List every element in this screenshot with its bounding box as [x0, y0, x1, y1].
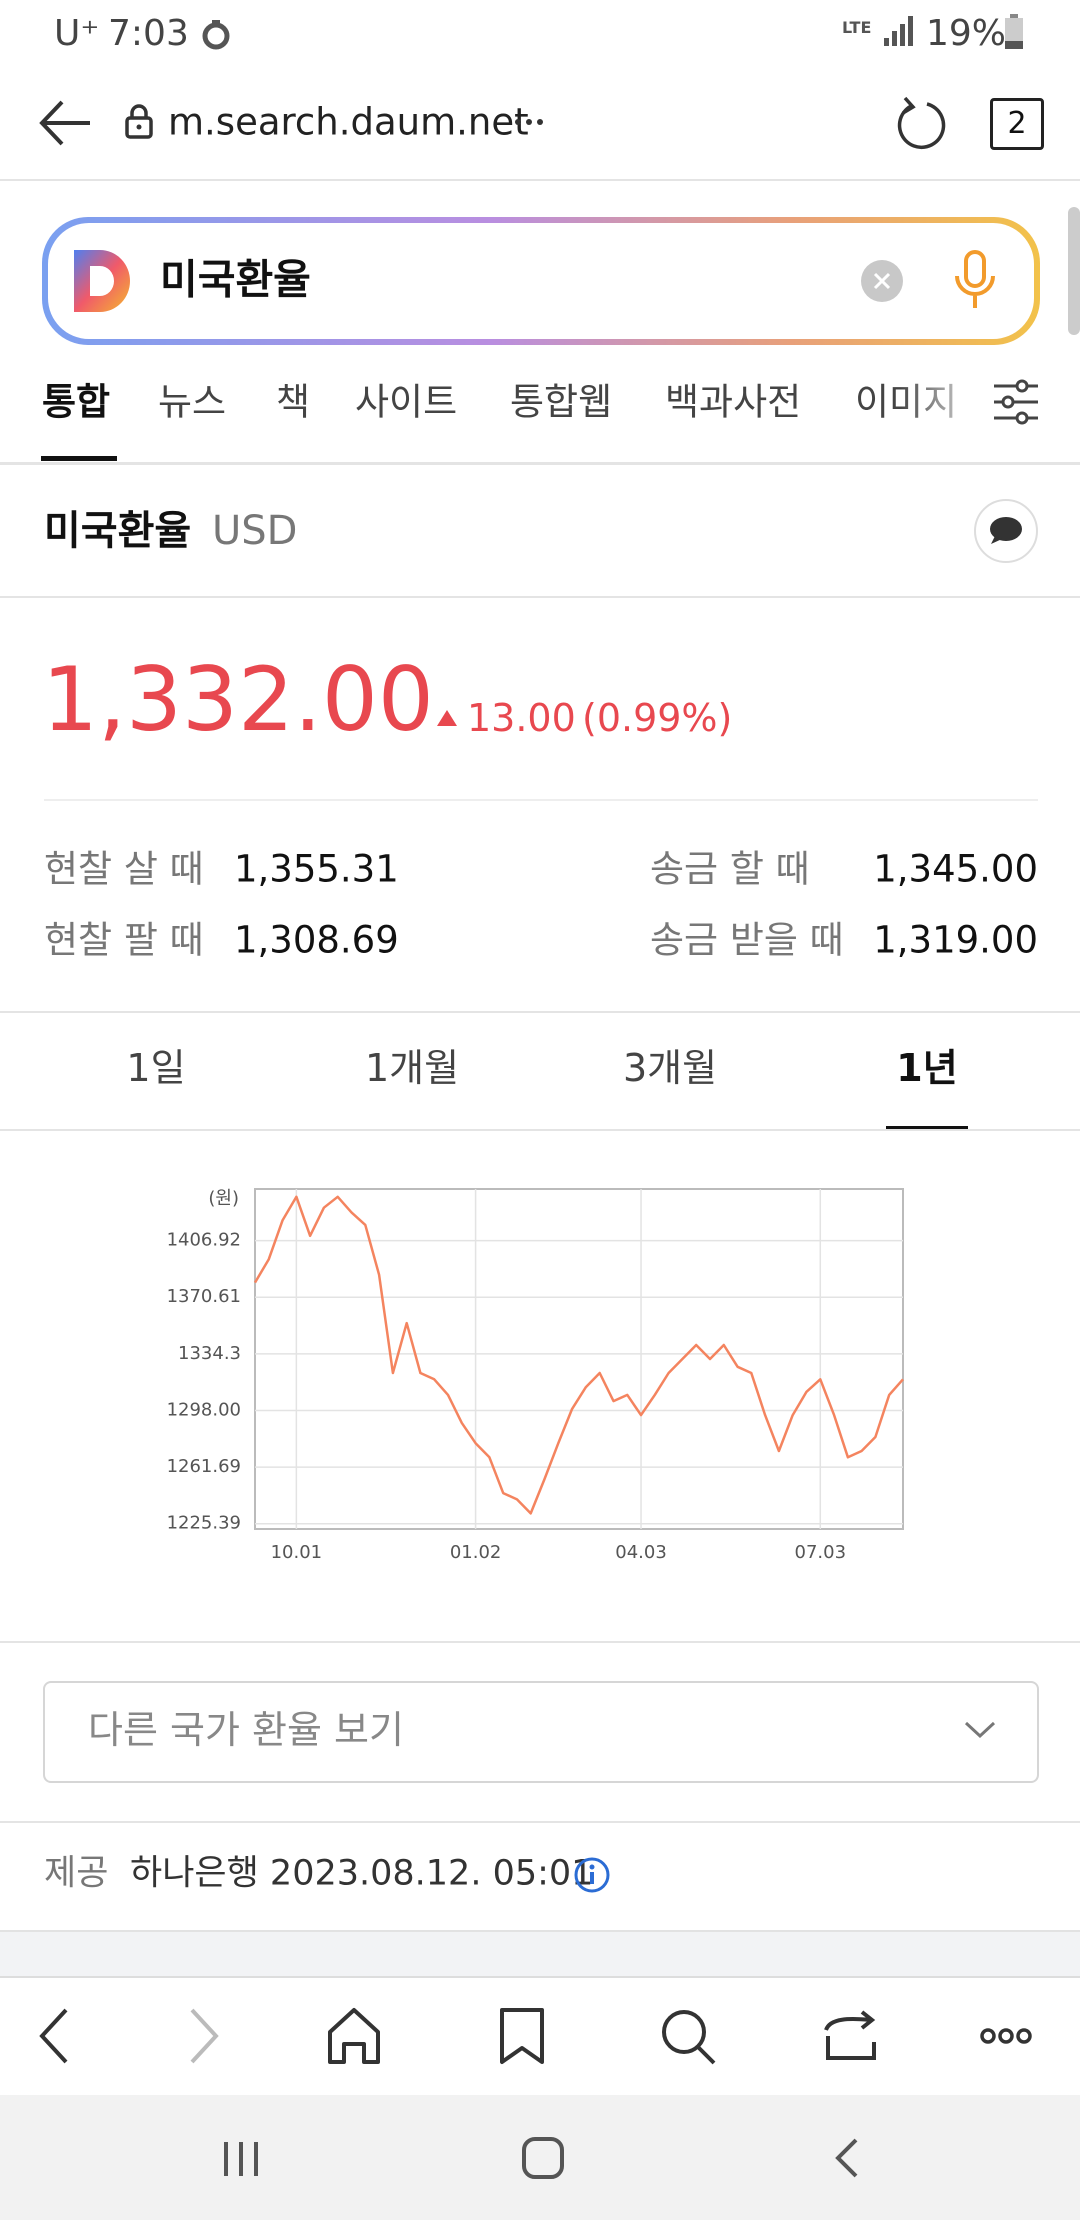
plot-area — [254, 1188, 904, 1530]
tab[interactable]: 뉴스 — [158, 380, 227, 424]
period-tab[interactable]: 1일 — [126, 1046, 186, 1090]
divider — [0, 1129, 1080, 1131]
system-nav — [0, 2095, 1080, 2220]
bookmark[interactable] — [500, 2008, 544, 2064]
rate-line — [253, 1195, 904, 1515]
chart: 1225.39 1261.69 1298.00 1334.3 1370.61 1406.9… — [167, 1188, 904, 1563]
back[interactable] — [39, 2008, 68, 2064]
divider — [0, 1821, 1080, 1823]
currency-code: USD — [212, 508, 298, 554]
tab[interactable]: 책 — [276, 380, 311, 424]
rate-value: 1,308.69 — [234, 918, 399, 962]
change: 13.00 — [467, 696, 576, 740]
url[interactable]: m.search.daum.net — [168, 100, 529, 144]
y-tick-label: 1298.00 — [167, 1399, 241, 1420]
tab-count: 2 — [1007, 106, 1027, 141]
home[interactable] — [328, 2008, 380, 2064]
search[interactable] — [662, 2010, 706, 2054]
rate: 1,332.00 — [42, 648, 434, 751]
lock-icon — [125, 104, 153, 139]
country-dropdown[interactable] — [43, 1681, 1039, 1783]
currency-name: 미국환율 — [44, 508, 192, 554]
browser-nav-icons — [39, 2008, 1032, 2065]
info-icon[interactable] — [574, 1857, 610, 1893]
network: LTE — [842, 18, 872, 37]
clear-button[interactable] — [860, 259, 904, 303]
battery-icon — [1005, 14, 1023, 49]
daum-logo — [74, 250, 130, 312]
dropdown-label: 다른 국가 환율 보기 — [88, 1708, 404, 1752]
provider-label: 제공 — [44, 1853, 109, 1894]
period-tab[interactable]: 3개월 — [622, 1046, 718, 1090]
divider — [0, 596, 1080, 598]
x-tick-label: 01.02 — [450, 1542, 502, 1563]
forward[interactable] — [190, 2008, 219, 2064]
y-tick-label: 1370.61 — [167, 1286, 241, 1307]
tab-strip: 통합 뉴스 책 사이트 통합웹 백과사전 이미지 — [0, 370, 990, 434]
period-tab[interactable]: 1년 — [896, 1046, 958, 1090]
back[interactable] — [835, 2138, 858, 2178]
back-button[interactable] — [38, 98, 94, 148]
rate-label: 현찰 팔 때 — [44, 918, 204, 962]
rate-label: 현찰 살 때 — [44, 847, 204, 891]
y-axis-label: (원) — [208, 1188, 239, 1209]
tab[interactable]: 사이트 — [355, 380, 458, 424]
x-tick-label: 04.03 — [615, 1542, 667, 1563]
share[interactable] — [824, 2010, 876, 2060]
recents[interactable] — [224, 2142, 258, 2176]
search-query[interactable]: 미국환율 — [160, 255, 311, 304]
rate-label: 송금 할 때 — [650, 847, 810, 891]
comment-button[interactable] — [973, 498, 1039, 564]
divider — [0, 1641, 1080, 1643]
y-tick-label: 1225.39 — [167, 1513, 241, 1534]
menu[interactable] — [980, 2028, 996, 2044]
system-nav-icons — [224, 2137, 858, 2179]
rate-value: 1,355.31 — [234, 847, 399, 891]
y-tick-label: 1406.92 — [167, 1230, 241, 1251]
change-percent: (0.99%) — [582, 696, 733, 740]
divider — [0, 462, 1080, 465]
mic-button[interactable] — [952, 250, 998, 312]
provider-text: 하나은행 2023.08.12. 05:01 — [130, 1853, 594, 1894]
tab[interactable]: 통합웹 — [510, 380, 613, 424]
period-tab[interactable]: 1개월 — [364, 1046, 460, 1090]
home[interactable] — [522, 2137, 564, 2179]
tab[interactable]: 백과사전 — [665, 380, 802, 424]
divider — [0, 1011, 1080, 1013]
period-indicator — [886, 1126, 968, 1129]
filter-button[interactable] — [994, 378, 1038, 426]
signal-icon — [884, 16, 913, 46]
battery-level: 19% — [926, 13, 1007, 54]
reload-button[interactable] — [895, 96, 949, 152]
x-tick-label: 07.03 — [795, 1542, 847, 1563]
more-icon[interactable] — [514, 116, 544, 128]
gray-band — [0, 1930, 1080, 1978]
up-arrow — [437, 710, 457, 726]
tab-indicator — [41, 456, 117, 461]
status-icon — [202, 20, 230, 50]
y-tick-label: 1261.69 — [167, 1456, 241, 1477]
divider — [44, 799, 1038, 801]
rate-label: 송금 받을 때 — [650, 918, 844, 962]
chevron — [964, 1721, 996, 1739]
time: 7:03 — [108, 13, 189, 54]
y-tick-label: 1334.3 — [178, 1343, 241, 1364]
carrier: U⁺ — [54, 13, 100, 54]
scrollbar — [1068, 207, 1080, 335]
tab-counter[interactable] — [990, 98, 1044, 150]
divider — [0, 179, 1080, 181]
rate-value: 1,345.00 — [873, 847, 1038, 891]
rate-value: 1,319.00 — [873, 918, 1038, 962]
tab[interactable]: 통합 — [42, 380, 111, 424]
fade — [900, 370, 990, 434]
x-tick-label: 10.01 — [271, 1542, 323, 1563]
